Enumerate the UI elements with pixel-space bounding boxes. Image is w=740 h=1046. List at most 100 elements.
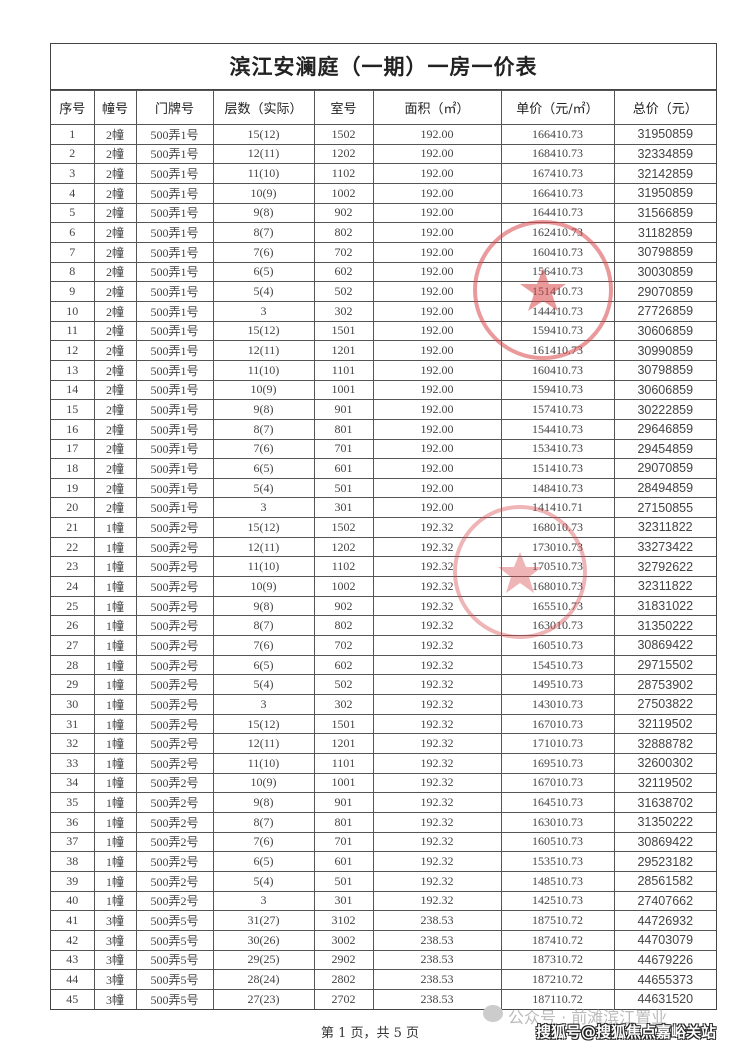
cell-floor: 31(27)	[212, 910, 315, 931]
cell-room: 302	[313, 694, 374, 715]
column-header: 序号	[51, 90, 95, 125]
cell-room: 701	[313, 438, 374, 460]
cell-total-price: 28561582	[613, 870, 716, 892]
cell-building: 1幢	[93, 694, 137, 715]
cell-building: 1幢	[93, 772, 137, 794]
cell-floor: 3	[212, 890, 315, 912]
cell-index: 11	[51, 320, 95, 342]
table-row: 2 2幢 500弄1号 12(11) 1202 192.00 168410.73 323348…	[51, 143, 716, 165]
cell-address: 500弄2号	[135, 694, 214, 715]
cell-total-price: 30869422	[613, 635, 716, 656]
cell-address: 500弄2号	[135, 576, 214, 597]
cell-index: 13	[51, 359, 95, 381]
cell-area: 238.53	[372, 910, 502, 931]
cell-room: 702	[313, 241, 374, 263]
cell-total-price: 31831022	[613, 595, 716, 617]
cell-area: 192.32	[372, 615, 502, 637]
cell-index: 36	[51, 811, 95, 833]
cell-unit-price: 160410.73	[500, 359, 615, 381]
cell-address: 500弄5号	[135, 949, 214, 971]
cell-building: 1幢	[93, 635, 137, 656]
cell-floor: 6(5)	[212, 458, 315, 479]
cell-area: 192.32	[372, 811, 502, 833]
cell-unit-price: 148510.73	[500, 870, 615, 892]
cell-index: 17	[51, 438, 95, 460]
cell-total-price: 32142859	[613, 163, 716, 184]
cell-total-price: 32311822	[613, 576, 716, 597]
table-row: 29 1幢 500弄2号 5(4) 502 192.32 149510.73 28753902	[51, 674, 716, 696]
cell-index: 42	[51, 929, 95, 951]
cell-room: 1101	[313, 753, 374, 774]
table-row: 19 2幢 500弄1号 5(4) 501 192.00 148410.73 28494859	[51, 477, 716, 499]
cell-total-price: 32792622	[613, 556, 716, 578]
cell-area: 192.00	[372, 379, 502, 401]
cell-floor: 10(9)	[212, 182, 315, 204]
cell-address: 500弄2号	[135, 556, 214, 578]
cell-unit-price: 153410.73	[500, 438, 615, 460]
cell-total-price: 30222859	[613, 399, 716, 420]
cell-address: 500弄2号	[135, 831, 214, 853]
cell-room: 601	[313, 851, 374, 872]
cell-area: 192.32	[372, 870, 502, 892]
cell-room: 1102	[313, 163, 374, 184]
cell-floor: 8(7)	[212, 811, 315, 833]
cell-total-price: 30990859	[613, 340, 716, 361]
cell-building: 2幢	[93, 320, 137, 342]
cell-total-price: 31182859	[613, 222, 716, 243]
cell-floor: 15(12)	[212, 320, 315, 342]
cell-index: 40	[51, 890, 95, 912]
cell-floor: 15(12)	[212, 517, 315, 538]
cell-address: 500弄2号	[135, 517, 214, 538]
cell-room: 1502	[313, 124, 374, 145]
table-row: 38 1幢 500弄2号 6(5) 601 192.32 153510.73 29523182	[51, 851, 716, 872]
cell-building: 3幢	[93, 929, 137, 951]
cell-floor: 10(9)	[212, 772, 315, 794]
cell-building: 1幢	[93, 870, 137, 892]
cell-area: 192.00	[372, 124, 502, 145]
cell-total-price: 31638702	[613, 792, 716, 813]
table-row: 18 2幢 500弄1号 6(5) 601 192.00 151410.73 29070859	[51, 458, 716, 479]
cell-unit-price: 156410.73	[500, 261, 615, 283]
table-row: 39 1幢 500弄2号 5(4) 501 192.32 148510.73 28561582	[51, 870, 716, 892]
cell-building: 1幢	[93, 615, 137, 637]
cell-area: 192.00	[372, 418, 502, 440]
cell-total-price: 31350222	[613, 615, 716, 637]
cell-unit-price: 154410.73	[500, 418, 615, 440]
wechat-icon	[483, 1005, 503, 1022]
cell-floor: 15(12)	[212, 124, 315, 145]
cell-address: 500弄2号	[135, 870, 214, 892]
cell-index: 12	[51, 340, 95, 361]
table-row: 12 2幢 500弄1号 12(11) 1201 192.00 161410.73 30990…	[51, 340, 716, 361]
cell-floor: 8(7)	[212, 222, 315, 243]
table-row: 36 1幢 500弄2号 8(7) 801 192.32 163010.73 31350222	[51, 811, 716, 833]
cell-index: 15	[51, 399, 95, 420]
cell-unit-price: 164510.73	[500, 792, 615, 813]
cell-building: 1幢	[93, 733, 137, 754]
cell-room: 1501	[313, 320, 374, 342]
cell-unit-price: 187510.72	[500, 910, 615, 931]
document-title: 滨江安澜庭（一期）一房一价表	[51, 44, 716, 90]
cell-building: 2幢	[93, 182, 137, 204]
cell-address: 500弄1号	[135, 124, 214, 145]
cell-unit-price: 168410.73	[500, 143, 615, 165]
cell-total-price: 29523182	[613, 851, 716, 872]
cell-address: 500弄2号	[135, 674, 214, 696]
cell-floor: 30(26)	[212, 929, 315, 951]
column-header: 幢号	[93, 90, 137, 125]
table-row: 14 2幢 500弄1号 10(9) 1001 192.00 159410.73 306068…	[51, 379, 716, 401]
cell-building: 2幢	[93, 497, 137, 519]
cell-floor: 12(11)	[212, 340, 315, 361]
cell-address: 500弄5号	[135, 988, 214, 1009]
cell-address: 500弄2号	[135, 792, 214, 813]
cell-area: 192.32	[372, 517, 502, 538]
cell-address: 500弄2号	[135, 654, 214, 676]
cell-floor: 11(10)	[212, 163, 315, 184]
cell-area: 192.32	[372, 753, 502, 774]
cell-floor: 7(6)	[212, 241, 315, 263]
cell-unit-price: 153510.73	[500, 851, 615, 872]
table-row: 45 3幢 500弄5号 27(23) 2702 238.53 187110.72 44631…	[51, 988, 716, 1009]
table-row: 3 2幢 500弄1号 11(10) 1102 192.00 167410.73 321428…	[51, 163, 716, 184]
cell-floor: 9(8)	[212, 202, 315, 224]
cell-total-price: 28753902	[613, 674, 716, 696]
cell-area: 192.00	[372, 458, 502, 479]
